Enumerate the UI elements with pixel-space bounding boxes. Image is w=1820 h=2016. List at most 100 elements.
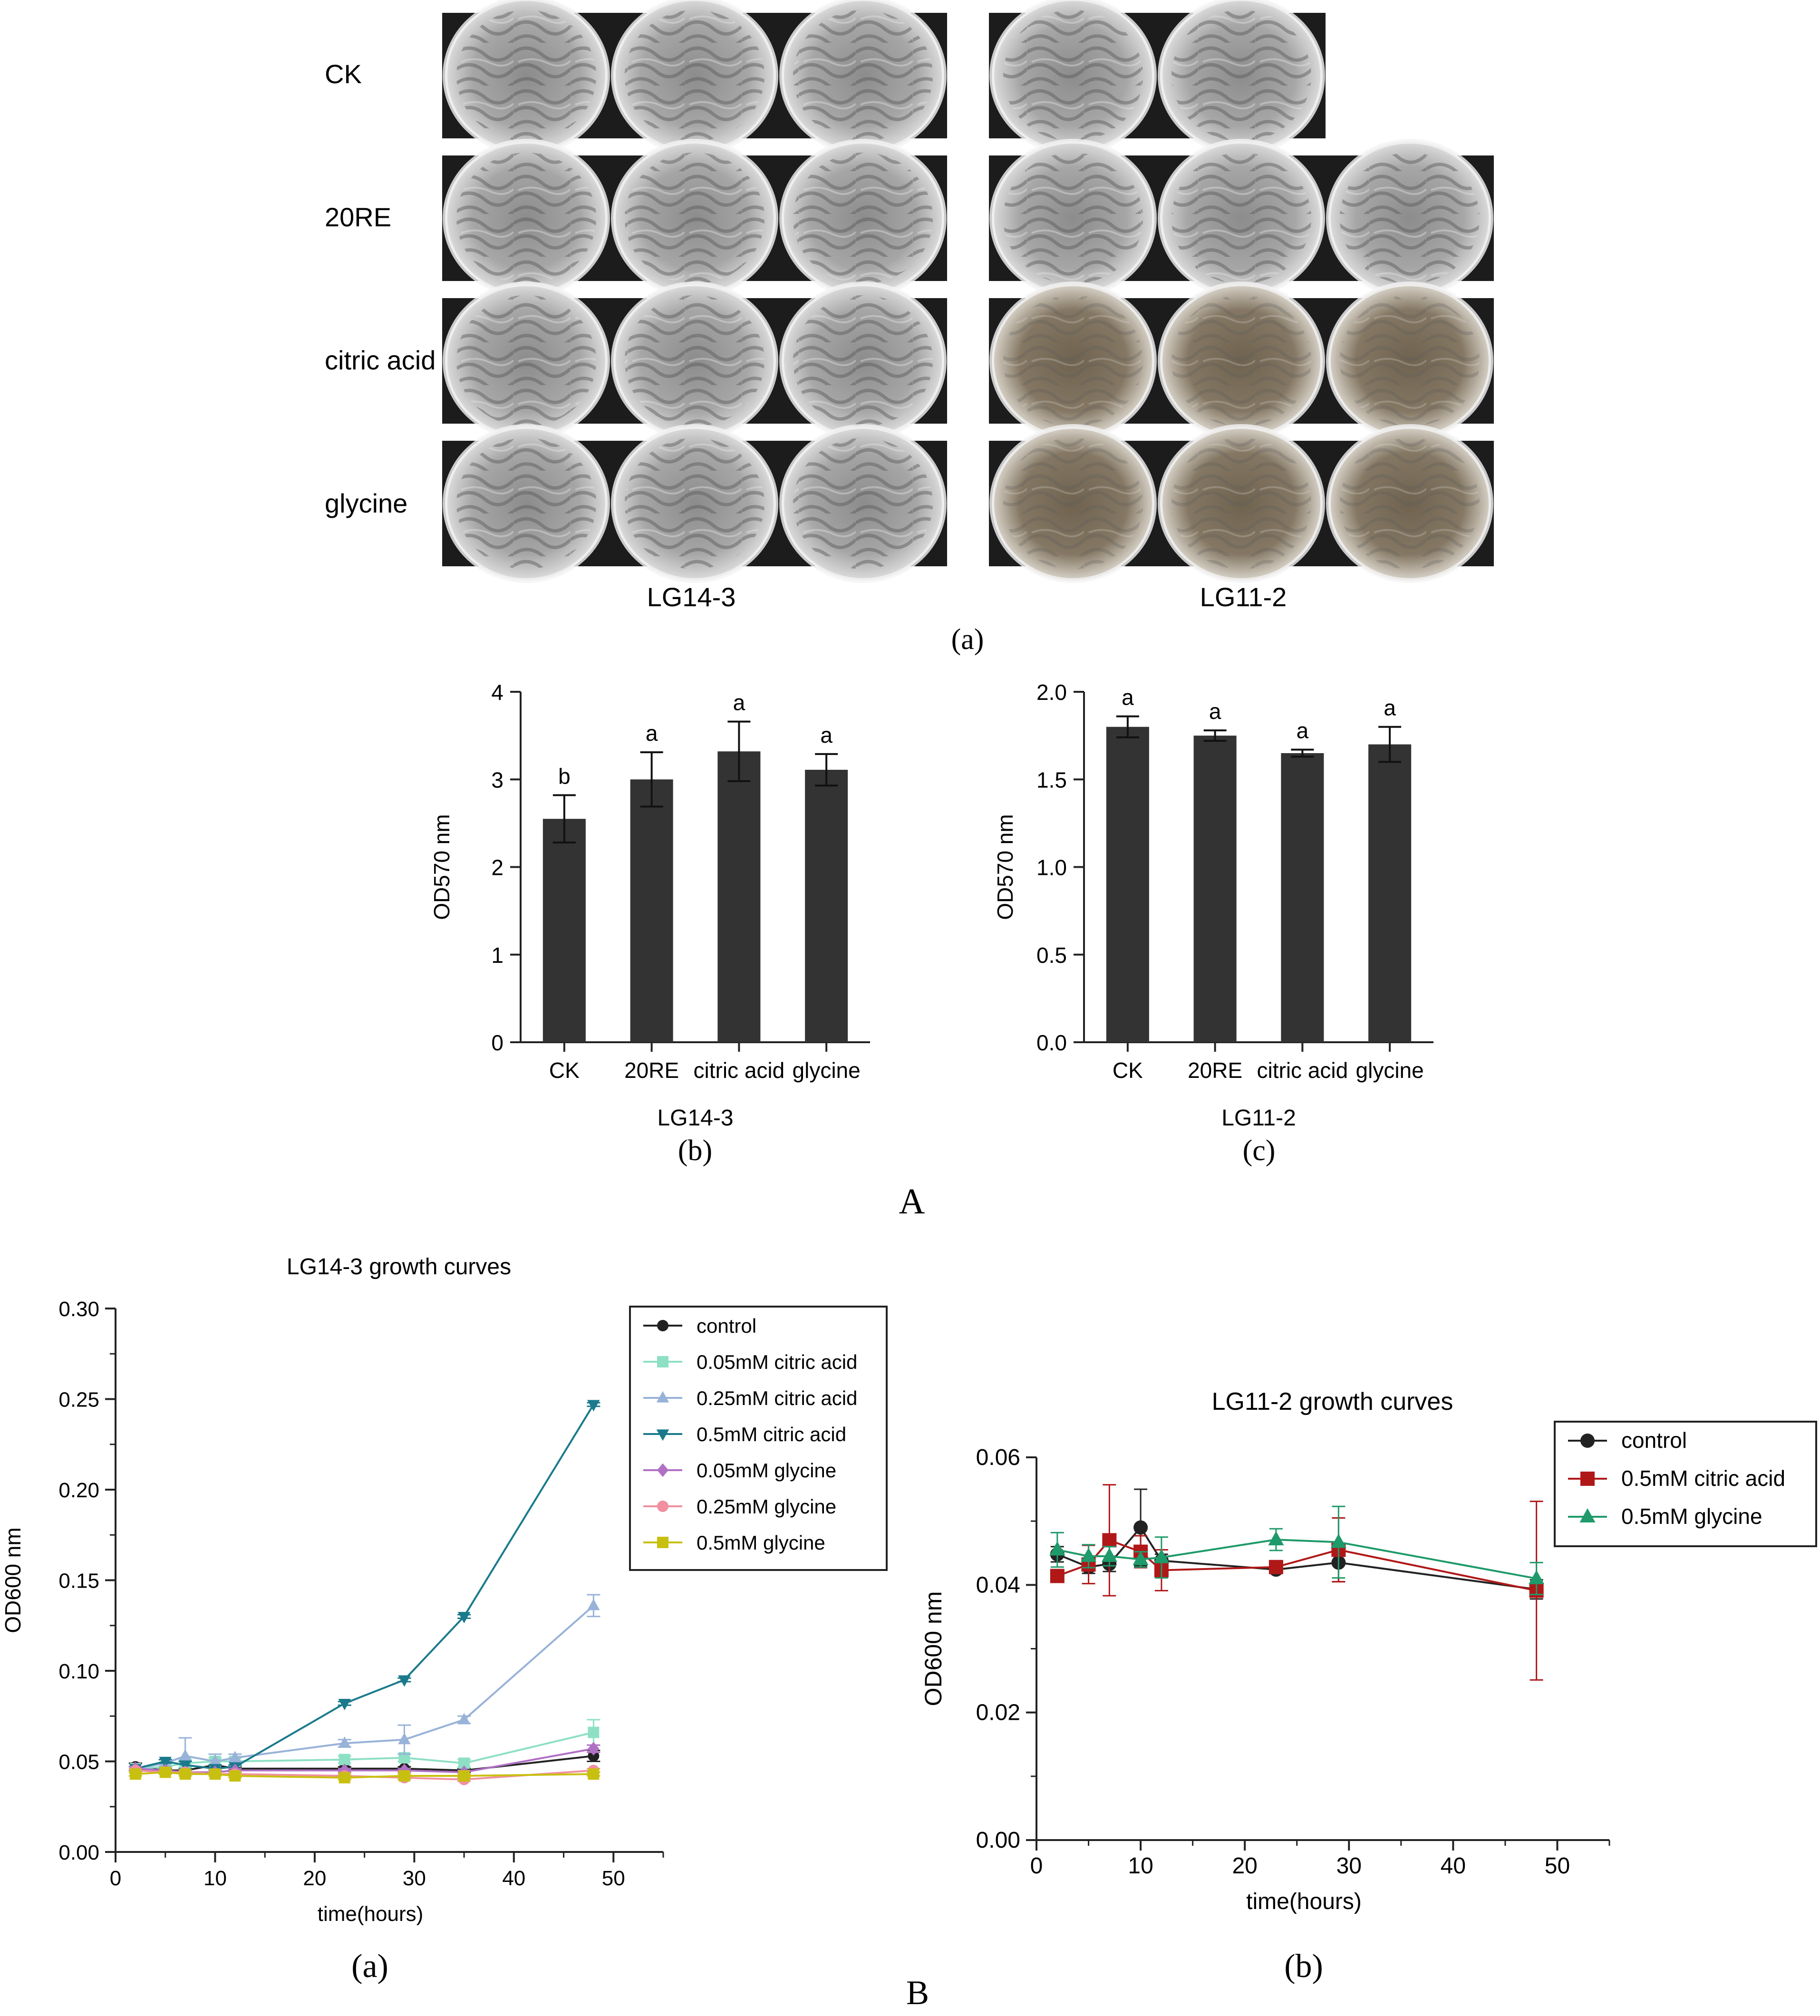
plate-photo — [779, 0, 947, 155]
data-point — [1579, 1508, 1596, 1522]
y-tick-label: 0.05 — [58, 1751, 99, 1774]
legend-item: 0.25mM citric acid — [643, 1387, 857, 1409]
data-point — [209, 1768, 221, 1780]
plate-photo — [610, 0, 779, 155]
category-label: 20RE — [624, 1058, 679, 1083]
line-chart-lg14-3: LG14-3 growth curves 0.00 0.05 0.10 0.15 0.20… — [0, 1254, 888, 1926]
legend-label: 0.25mM glycine — [697, 1495, 836, 1518]
significance-letter: a — [1384, 696, 1396, 720]
legend-item: 0.5mM glycine — [643, 1531, 825, 1554]
data-point — [398, 1733, 411, 1745]
data-point — [1580, 1472, 1595, 1486]
x-tick-label: 50 — [602, 1867, 625, 1890]
y-tick-label: 1.0 — [1036, 855, 1067, 880]
y-tick-label: 1.5 — [1036, 767, 1067, 792]
x-tick-label: 50 — [1545, 1853, 1570, 1879]
data-point — [1049, 1541, 1065, 1556]
data-point — [179, 1768, 191, 1780]
photo-strain-label-lg11-2: LG11-2 — [1200, 582, 1287, 612]
data-point — [1133, 1551, 1149, 1565]
plate-photo-panel: CK 20RE citric acid glycine LG14-3 LG11-… — [325, 0, 1494, 656]
y-tick-label: 0.15 — [58, 1570, 99, 1593]
y-tick-label: 0.30 — [58, 1298, 99, 1321]
category-label: CK — [1113, 1058, 1143, 1083]
plate-photo — [779, 281, 947, 440]
data-point — [587, 1599, 600, 1610]
plate-photo — [1326, 424, 1494, 583]
x-axis-label: time(hours) — [1246, 1889, 1362, 1914]
legend-item: 0.05mM glycine — [643, 1459, 836, 1482]
y-tick-label: 0.5 — [1036, 943, 1067, 968]
legend-label: 0.5mM glycine — [697, 1531, 825, 1554]
data-point — [657, 1320, 668, 1331]
data-point — [1153, 1549, 1170, 1563]
x-tick-label: 30 — [1336, 1853, 1362, 1879]
row-labels: CK 20RE citric acid glycine — [325, 59, 436, 518]
y-tick-label: 0.0 — [1036, 1030, 1067, 1055]
x-tick-label: 40 — [1441, 1853, 1466, 1879]
plate-photo — [610, 281, 779, 440]
y-tick-label: 3 — [491, 767, 503, 792]
legend-label: 0.5mM glycine — [1621, 1504, 1762, 1529]
bar — [1106, 727, 1149, 1042]
series-line — [135, 1404, 595, 1770]
row-label-ck: CK — [325, 59, 362, 89]
series-line — [1057, 1539, 1537, 1580]
legend-label: control — [1621, 1428, 1687, 1453]
data-point — [209, 1754, 222, 1766]
bar-chart-lg11-2: 0.0 0.5 1.0 1.5 2.0 OD570 nm a CK a 20RE a citric a… — [993, 680, 1433, 1131]
legend-label: 0.05mM glycine — [697, 1459, 836, 1482]
data-point — [657, 1501, 668, 1512]
y-axis-label: OD600 nm — [920, 1591, 947, 1706]
panel-label-b: B — [906, 1974, 929, 2012]
bar — [805, 769, 848, 1042]
category-label: 20RE — [1188, 1058, 1242, 1083]
data-point — [588, 1750, 600, 1762]
data-point — [656, 1429, 669, 1441]
x-tick-label: 0 — [110, 1867, 121, 1890]
bar-sublabel-c: (c) — [1243, 1134, 1276, 1167]
x-tick-label: 20 — [303, 1867, 326, 1890]
line-sublabel-a: (a) — [351, 1948, 388, 1985]
data-point — [657, 1463, 668, 1477]
significance-letter: a — [1122, 685, 1134, 710]
plate-photo — [989, 281, 1157, 440]
legend-item: 0.25mM glycine — [643, 1495, 836, 1518]
data-point — [1050, 1569, 1065, 1583]
plate-photo — [442, 281, 610, 440]
category-label: citric acid — [694, 1058, 785, 1083]
data-point — [338, 1736, 351, 1748]
row-label-citric-acid: citric acid — [325, 345, 436, 375]
plate-photo — [1157, 424, 1326, 583]
plate-photo — [610, 424, 779, 583]
y-tick-label: 2 — [491, 855, 503, 880]
data-point — [1529, 1570, 1545, 1584]
y-tick-label: 0.06 — [976, 1445, 1020, 1470]
category-label: glycine — [1356, 1058, 1424, 1083]
plate-photos — [442, 0, 1494, 583]
data-point — [339, 1772, 350, 1783]
y-tick-label: 0 — [491, 1030, 503, 1055]
data-point — [339, 1754, 350, 1765]
data-point — [587, 1400, 600, 1412]
series-2 — [1049, 1505, 1545, 1595]
x-tick-label: 40 — [502, 1867, 525, 1890]
data-point — [457, 1612, 471, 1624]
bar — [717, 751, 761, 1042]
significance-letter: a — [1297, 718, 1309, 743]
x-tick-label: 20 — [1232, 1853, 1257, 1879]
data-point — [229, 1770, 241, 1782]
legend-label: 0.25mM citric acid — [697, 1387, 857, 1409]
bar — [630, 779, 673, 1042]
plate-photo — [779, 424, 947, 583]
plate-photo — [779, 139, 947, 298]
x-tick-label: 10 — [1128, 1853, 1153, 1879]
line-chart-lg11-2: LG11-2 growth curves 0.00 0.02 0.04 0.06 0 10 2… — [920, 1388, 1817, 1914]
significance-letter: a — [646, 721, 658, 746]
data-point — [179, 1749, 192, 1761]
category-label: CK — [549, 1058, 580, 1083]
y-tick-label: 0.00 — [58, 1841, 99, 1864]
category-label: glycine — [793, 1058, 861, 1083]
y-tick-label: 0.02 — [976, 1700, 1020, 1725]
legend-item: 0.05mM citric acid — [643, 1351, 857, 1373]
